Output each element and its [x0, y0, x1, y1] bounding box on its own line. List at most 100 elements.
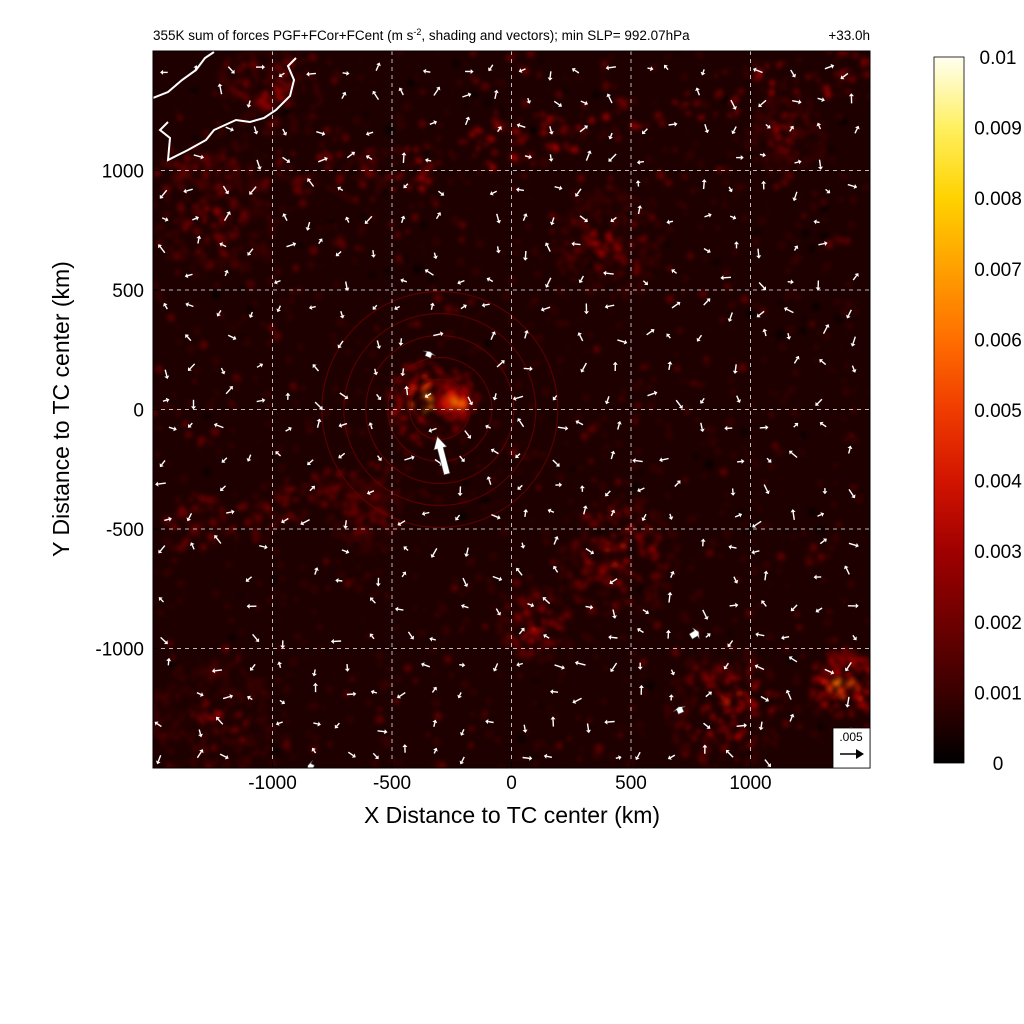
heat-speckle	[467, 742, 474, 749]
heat-speckle	[470, 91, 478, 99]
heat-hotspot-cell	[817, 139, 824, 146]
heat-hotspot-cell	[582, 227, 588, 233]
heat-band-cell	[285, 174, 291, 180]
small-vector	[580, 362, 588, 373]
heat-hotspot-cell	[642, 247, 647, 252]
heat-hotspot-cell	[666, 559, 671, 564]
small-vector	[754, 664, 765, 671]
heat-band-cell	[266, 525, 273, 532]
heat-hotspot-cell	[260, 689, 268, 697]
heat-speckle	[271, 513, 280, 522]
heat-speckle	[481, 82, 490, 92]
heat-hotspot-cell	[742, 655, 749, 662]
heat-speckle	[664, 423, 672, 431]
heat-speckle	[171, 392, 177, 398]
heat-speckle	[804, 552, 814, 562]
heat-speckle	[370, 594, 374, 598]
heat-speckle	[233, 545, 237, 549]
heat-hotspot-cell	[768, 133, 774, 138]
heat-speckle	[527, 197, 531, 202]
heat-speckle	[355, 87, 359, 91]
heat-hotspot-cell	[307, 119, 311, 123]
heat-speckle	[164, 567, 173, 576]
heat-speckle	[405, 229, 411, 234]
heat-band-cell	[370, 162, 379, 171]
heat-speckle	[740, 747, 744, 751]
heat-hotspot-cell	[233, 178, 239, 184]
heat-speckle	[580, 432, 589, 441]
heat-hotspot-cell	[258, 230, 263, 235]
heat-speckle	[557, 560, 562, 565]
heat-speckle	[583, 442, 587, 446]
heat-hotspot-cell	[224, 771, 228, 775]
heat-speckle	[642, 177, 650, 185]
heat-speckle	[556, 287, 565, 296]
heat-band-cell	[849, 75, 857, 83]
heat-band-cell	[308, 494, 314, 500]
heat-hotspot-cell	[817, 662, 820, 665]
small-vector	[278, 72, 285, 78]
heat-hotspot-cell	[423, 382, 430, 390]
heat-hotspot-cell	[643, 271, 649, 277]
heat-speckle	[375, 651, 384, 661]
small-vector	[159, 459, 166, 468]
heat-speckle	[784, 530, 789, 535]
heat-speckle	[813, 343, 820, 350]
heat-speckle	[702, 256, 708, 262]
heat-speckle	[749, 455, 753, 460]
heat-band-cell	[645, 123, 649, 128]
small-vector	[582, 505, 588, 515]
heat-band-cell	[170, 545, 178, 552]
heat-speckle	[574, 414, 582, 422]
small-vector	[729, 215, 737, 220]
heat-hotspot-cell	[861, 656, 869, 663]
heat-hotspot-cell	[281, 44, 286, 49]
heat-hotspot-cell	[253, 748, 261, 756]
small-vector	[435, 212, 442, 220]
heat-hotspot-cell	[203, 265, 209, 272]
heat-hotspot-cell	[744, 758, 750, 764]
heat-hotspot-cell	[641, 553, 648, 559]
heat-hotspot-cell	[351, 499, 354, 503]
heat-hotspot-cell	[811, 149, 817, 154]
heat-speckle	[342, 468, 346, 472]
heat-hotspot-cell	[876, 691, 879, 694]
small-vector	[571, 68, 580, 74]
heat-speckle	[323, 126, 331, 135]
heat-hotspot-cell	[768, 152, 775, 158]
heat-hotspot-cell	[445, 416, 451, 422]
heat-hotspot-cell	[239, 667, 244, 672]
heat-band-cell	[194, 520, 198, 525]
heat-hotspot-cell	[649, 259, 657, 266]
heat-hotspot-cell	[671, 552, 676, 557]
heat-speckle	[579, 135, 586, 141]
heat-hotspot-cell	[269, 43, 272, 46]
heat-hotspot-cell	[453, 376, 460, 383]
heat-speckle	[155, 365, 164, 374]
heat-speckle	[518, 674, 523, 679]
heat-speckle	[435, 148, 442, 156]
heat-hotspot-cell	[273, 104, 277, 109]
heat-hotspot-cell	[230, 774, 234, 778]
heat-speckle	[664, 492, 668, 497]
small-vector	[638, 684, 644, 695]
heat-hotspot-cell	[696, 760, 700, 764]
heat-speckle	[395, 113, 403, 122]
heat-hotspot-cell	[395, 420, 399, 424]
small-vector	[752, 67, 763, 74]
heat-speckle	[186, 399, 194, 407]
heat-speckle	[282, 741, 291, 750]
heat-speckle	[729, 451, 737, 458]
heat-band-cell	[205, 496, 214, 504]
small-vector	[486, 476, 492, 485]
heat-speckle	[530, 755, 536, 761]
heat-speckle	[352, 116, 361, 125]
heat-speckle	[700, 442, 706, 447]
heat-speckle	[186, 344, 196, 354]
heat-speckle	[194, 302, 200, 308]
heat-hotspot-cell	[587, 578, 591, 582]
heat-hotspot-cell	[377, 531, 381, 535]
heat-speckle	[835, 113, 843, 121]
heat-hotspot-cell	[597, 210, 602, 214]
heat-speckle	[394, 158, 399, 163]
